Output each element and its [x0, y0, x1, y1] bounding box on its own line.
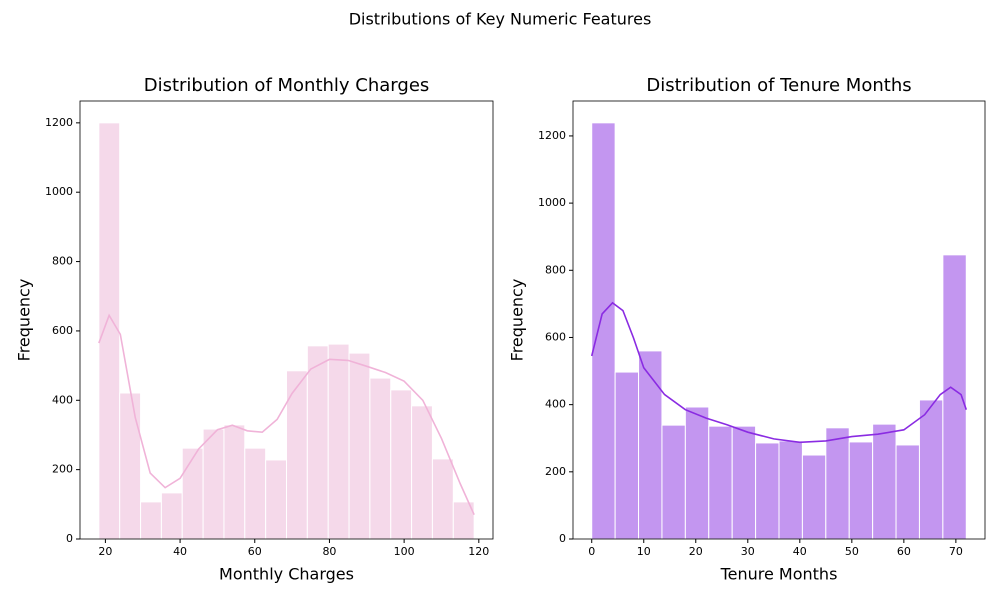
histogram-bar	[98, 122, 121, 540]
y-tick-label: 600	[52, 324, 73, 337]
x-tick-label: 60	[897, 545, 911, 558]
y-axis-label: Frequency	[508, 279, 527, 362]
y-tick-label: 600	[545, 330, 566, 343]
histogram-bar	[119, 392, 142, 540]
x-axis-label: Monthly Charges	[219, 565, 354, 584]
x-tick-label: 80	[322, 545, 336, 558]
y-tick-label: 0	[559, 532, 566, 545]
histogram-bar	[918, 399, 944, 540]
kde-line	[590, 301, 968, 444]
histogram-bar	[661, 424, 686, 540]
x-tick-label: 40	[173, 545, 187, 558]
chart-title: Distribution of Tenure Months	[646, 75, 911, 96]
y-tick-label: 800	[545, 263, 566, 276]
chart-title: Distribution of Monthly Charges	[144, 75, 430, 96]
y-tick-label: 800	[52, 255, 73, 268]
histogram-bar	[825, 427, 850, 540]
x-tick-label: 60	[248, 545, 262, 558]
y-tick-label: 0	[66, 532, 73, 545]
y-tick-label: 1200	[45, 116, 73, 129]
histogram-bar	[801, 454, 827, 540]
kde-line	[98, 313, 475, 516]
histogram-bar	[181, 447, 204, 540]
histogram-bar	[265, 459, 288, 540]
histogram-bar	[160, 492, 183, 540]
axes-frame	[572, 100, 986, 540]
x-tick-label: 20	[98, 545, 112, 558]
y-tick-label: 400	[545, 398, 566, 411]
y-tick-label: 1000	[538, 196, 566, 209]
histogram-bar	[411, 405, 433, 540]
histogram-bar	[755, 442, 780, 540]
x-tick-label: 30	[741, 545, 755, 558]
y-tick-label: 1200	[538, 129, 566, 142]
histogram-bar	[872, 423, 897, 540]
histogram-bar	[223, 424, 246, 540]
x-tick-label: 10	[637, 545, 651, 558]
x-tick-label: 50	[845, 545, 859, 558]
histogram-bar	[369, 377, 392, 540]
histogram-bar	[327, 343, 350, 540]
histogram-bar	[614, 371, 640, 540]
histogram-bar	[708, 425, 733, 540]
axes-frame	[79, 100, 494, 540]
y-tick-label: 200	[545, 465, 566, 478]
histogram-bar	[684, 406, 710, 540]
histogram-bar	[140, 501, 162, 540]
x-tick-label: 100	[394, 545, 415, 558]
histogram-bar	[731, 425, 757, 540]
x-tick-label: 0	[588, 545, 595, 558]
histogram-bar	[778, 440, 803, 540]
histogram-bar	[202, 428, 225, 540]
histogram-bar	[286, 370, 308, 540]
x-tick-label: 40	[793, 545, 807, 558]
figure-title: Distributions of Key Numeric Features	[349, 10, 652, 29]
y-tick-label: 1000	[45, 185, 73, 198]
histogram-bar	[348, 352, 371, 540]
histogram-bar	[431, 458, 454, 540]
histogram-bar	[848, 441, 874, 540]
y-tick-label: 400	[52, 393, 73, 406]
histogram-bar	[306, 345, 329, 540]
histogram-bar	[638, 350, 663, 540]
x-tick-label: 120	[468, 545, 489, 558]
x-axis-label: Tenure Months	[720, 565, 838, 584]
histogram-bar	[390, 389, 413, 540]
histogram-bar	[244, 447, 267, 540]
y-tick-label: 200	[52, 463, 73, 476]
histogram-bar	[591, 122, 616, 540]
x-tick-label: 20	[689, 545, 703, 558]
histogram-bar	[895, 444, 920, 540]
histogram-bar	[942, 254, 967, 540]
x-tick-label: 70	[949, 545, 963, 558]
y-axis-label: Frequency	[15, 279, 34, 362]
